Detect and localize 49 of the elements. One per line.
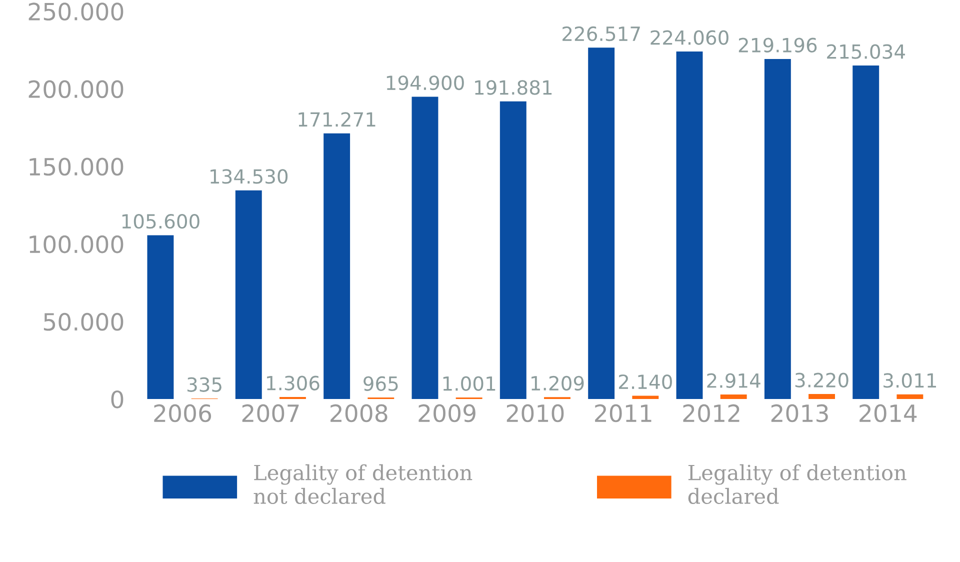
data-label: 1.209 [532, 376, 584, 391]
bar [324, 133, 350, 400]
bar [235, 190, 262, 400]
data-label: 219.196 [738, 38, 817, 52]
data-label: 2.914 [707, 373, 760, 388]
bar [588, 48, 615, 400]
bar [676, 51, 703, 400]
bar [279, 396, 306, 400]
data-label: 965 [364, 376, 398, 391]
bar [632, 396, 659, 400]
bar [147, 235, 174, 400]
x-tick-label: 2009 [418, 404, 476, 422]
bar [412, 96, 438, 400]
y-tick-label: 100.000 [30, 235, 124, 254]
x-tick-label: 2006 [154, 404, 212, 422]
data-label: 335 [187, 377, 222, 392]
data-label: 1.001 [443, 376, 496, 391]
x-tick-label: 2007 [242, 404, 299, 422]
bar [808, 394, 835, 400]
y-tick-label: 50.000 [44, 312, 124, 331]
x-tick-label: 2011 [595, 404, 652, 422]
x-tick-label: 2008 [330, 404, 388, 422]
data-label: 215.034 [827, 44, 905, 59]
x-tick-label: 2010 [506, 404, 564, 422]
bar [500, 101, 526, 400]
bar [896, 394, 924, 400]
y-tick-label: 0 [111, 390, 124, 408]
data-label: 2.140 [619, 374, 672, 390]
data-label: 194.900 [386, 75, 464, 90]
y-tick-label: 150.000 [30, 158, 124, 176]
y-tick-label: 200.000 [28, 80, 124, 98]
x-tick-label: 2014 [860, 404, 917, 422]
data-label: 3.220 [795, 372, 848, 388]
data-label: 105.600 [122, 214, 200, 229]
data-label: 3.011 [884, 373, 936, 388]
x-tick-label: 2013 [771, 404, 828, 422]
bar [764, 59, 791, 400]
data-label: 191.881 [475, 80, 552, 95]
data-label: 1.306 [267, 376, 320, 390]
x-tick-label: 2012 [683, 404, 740, 422]
data-label: 134.530 [210, 169, 288, 184]
data-label: 226.517 [562, 26, 640, 42]
data-label: 224.060 [650, 30, 728, 45]
bar [852, 65, 880, 400]
legend-label: Legality of detention not declared [254, 464, 472, 504]
data-label: 171.271 [298, 112, 376, 127]
bar [720, 394, 747, 400]
y-tick-label: 250.000 [28, 2, 124, 21]
legend-label: Legality of detention declared [688, 464, 906, 504]
